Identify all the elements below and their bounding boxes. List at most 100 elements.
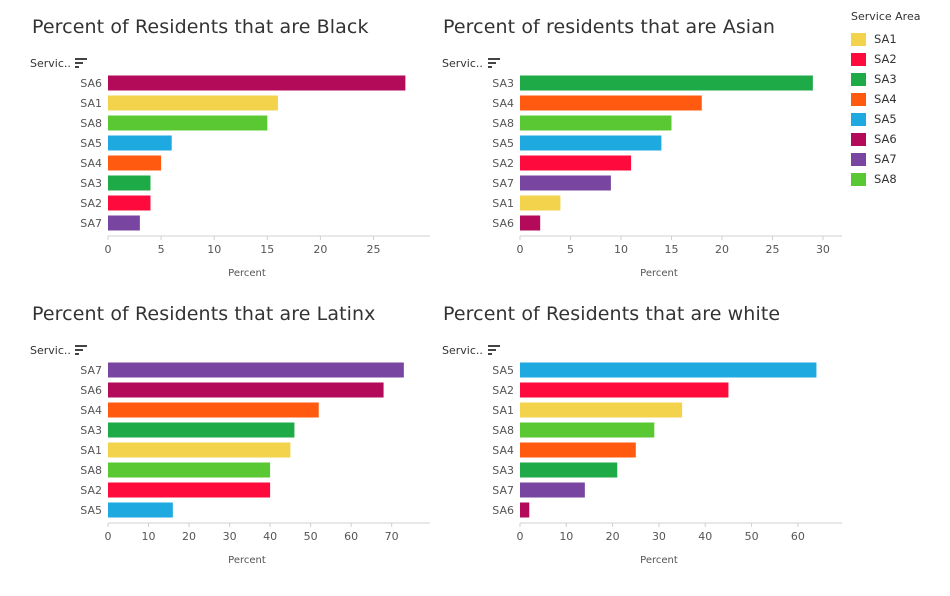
category-label: SA4 — [492, 444, 514, 457]
sort-icon[interactable] — [75, 58, 87, 68]
x-tick-label: 20 — [182, 530, 196, 543]
bar-sa2[interactable] — [520, 155, 632, 171]
bar-sa4[interactable] — [520, 95, 702, 111]
row-header-white[interactable]: Servic.. — [442, 344, 483, 357]
row-header-latinx[interactable]: Servic.. — [30, 344, 71, 357]
x-tick-label: 0 — [517, 530, 524, 543]
category-label: SA4 — [80, 157, 102, 170]
legend-item-sa3[interactable]: SA3 — [851, 69, 920, 89]
legend-item-sa5[interactable]: SA5 — [851, 109, 920, 129]
category-label: SA7 — [80, 217, 102, 230]
bar-sa7[interactable] — [108, 362, 404, 378]
bar-sa6[interactable] — [108, 75, 406, 91]
bar-sa2[interactable] — [108, 482, 271, 498]
bar-sa7[interactable] — [520, 482, 585, 498]
category-label: SA8 — [80, 464, 102, 477]
x-axis-title: Percent — [228, 268, 266, 279]
category-label: SA3 — [492, 77, 514, 90]
bar-sa1[interactable] — [108, 442, 291, 458]
x-tick-label: 20 — [313, 243, 327, 256]
row-header-black[interactable]: Servic.. — [30, 57, 71, 70]
bar-sa8[interactable] — [108, 462, 271, 478]
legend-swatch — [851, 72, 866, 86]
bar-sa7[interactable] — [108, 215, 140, 231]
category-label: SA2 — [492, 384, 514, 397]
legend-item-sa8[interactable]: SA8 — [851, 169, 920, 189]
legend-item-sa7[interactable]: SA7 — [851, 149, 920, 169]
legend-swatch — [851, 132, 866, 146]
legend-item-sa6[interactable]: SA6 — [851, 129, 920, 149]
category-label: SA6 — [492, 217, 514, 230]
legend-label: SA8 — [874, 172, 897, 186]
bar-sa6[interactable] — [520, 215, 541, 231]
x-tick-label: 30 — [816, 243, 830, 256]
legend-label: SA5 — [874, 112, 897, 126]
bar-sa3[interactable] — [520, 462, 618, 478]
row-header-asian[interactable]: Servic.. — [442, 57, 483, 70]
x-tick-label: 15 — [664, 243, 678, 256]
bar-sa2[interactable] — [520, 382, 729, 398]
x-tick-label: 50 — [304, 530, 318, 543]
sort-icon[interactable] — [488, 345, 500, 355]
bar-sa3[interactable] — [520, 75, 813, 91]
bar-sa1[interactable] — [108, 95, 278, 111]
x-tick-label: 15 — [260, 243, 274, 256]
category-label: SA1 — [80, 444, 102, 457]
bar-sa6[interactable] — [108, 382, 384, 398]
bar-sa8[interactable] — [520, 422, 655, 438]
chart-title-latinx: Percent of Residents that are Latinx — [32, 303, 376, 325]
bar-sa1[interactable] — [520, 195, 561, 211]
bar-sa3[interactable] — [108, 422, 295, 438]
category-label: SA7 — [80, 364, 102, 377]
legend-swatch — [851, 32, 866, 46]
bar-sa5[interactable] — [520, 135, 662, 151]
legend-swatch — [851, 92, 866, 106]
category-label: SA8 — [492, 117, 514, 130]
bar-sa7[interactable] — [520, 175, 611, 191]
x-tick-label: 10 — [614, 243, 628, 256]
bar-sa5[interactable] — [520, 362, 817, 378]
chart-title-white: Percent of Residents that are white — [443, 303, 781, 325]
bar-sa1[interactable] — [520, 402, 683, 418]
legend-item-sa4[interactable]: SA4 — [851, 89, 920, 109]
x-tick-label: 20 — [606, 530, 620, 543]
legend-label: SA4 — [874, 92, 897, 106]
x-tick-label: 5 — [567, 243, 574, 256]
x-axis-title: Percent — [640, 268, 678, 279]
x-tick-label: 25 — [765, 243, 779, 256]
x-tick-label: 20 — [715, 243, 729, 256]
category-label: SA6 — [80, 77, 102, 90]
category-label: SA7 — [492, 177, 514, 190]
x-axis-title: Percent — [640, 555, 678, 566]
legend-swatch — [851, 172, 866, 186]
bar-sa5[interactable] — [108, 502, 173, 518]
x-tick-label: 0 — [517, 243, 524, 256]
x-tick-label: 70 — [385, 530, 399, 543]
legend-label: SA1 — [874, 32, 897, 46]
x-tick-label: 0 — [105, 530, 112, 543]
bar-sa5[interactable] — [108, 135, 172, 151]
chart-title-black: Percent of Residents that are Black — [32, 16, 369, 38]
bar-sa2[interactable] — [108, 195, 151, 211]
bar-sa3[interactable] — [108, 175, 151, 191]
sort-icon[interactable] — [75, 345, 87, 355]
x-tick-label: 25 — [367, 243, 381, 256]
sort-icon[interactable] — [488, 58, 500, 68]
legend-item-sa1[interactable]: SA1 — [851, 29, 920, 49]
legend-item-sa2[interactable]: SA2 — [851, 49, 920, 69]
legend-items: SA1 SA2 SA3 SA4 SA5 SA6 SA7 SA8 — [851, 29, 920, 189]
legend-title: Service Area — [851, 10, 921, 23]
bar-sa4[interactable] — [108, 155, 162, 171]
bar-sa8[interactable] — [520, 115, 672, 131]
bar-sa6[interactable] — [520, 502, 530, 518]
bar-sa4[interactable] — [108, 402, 319, 418]
bar-sa4[interactable] — [520, 442, 636, 458]
legend-label: SA3 — [874, 72, 897, 86]
category-label: SA2 — [80, 484, 102, 497]
bar-sa8[interactable] — [108, 115, 268, 131]
x-tick-label: 50 — [745, 530, 759, 543]
x-tick-label: 40 — [698, 530, 712, 543]
